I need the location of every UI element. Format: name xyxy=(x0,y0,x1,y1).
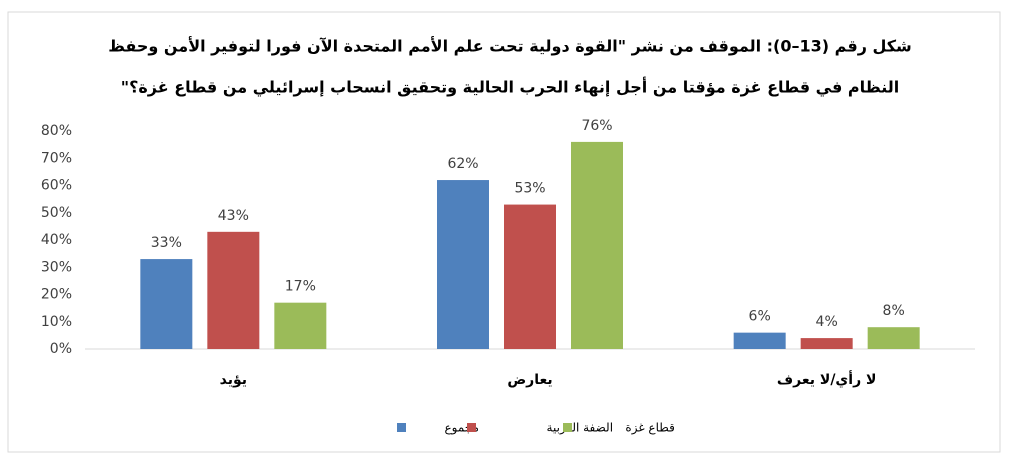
y-tick-label: 30% xyxy=(41,259,72,275)
y-tick-label: 50% xyxy=(41,205,72,221)
value-label: 17% xyxy=(285,279,316,295)
value-label: 62% xyxy=(447,156,478,172)
bar xyxy=(867,327,920,349)
bar xyxy=(800,338,853,349)
chart-title: النظام في قطاع غزة مؤقتا من أجل إنهاء ال… xyxy=(121,77,900,98)
legend-swatch xyxy=(467,423,476,432)
value-label: 8% xyxy=(883,303,905,319)
bar xyxy=(504,204,556,349)
x-tick-label: يعارض xyxy=(507,372,552,388)
legend-label: قطاع غزة xyxy=(625,421,674,436)
legend-label: الضفة الغربية xyxy=(547,421,614,436)
value-label: 33% xyxy=(151,235,182,251)
bar xyxy=(733,332,786,349)
value-label: 6% xyxy=(749,309,771,325)
x-tick-label: لا رأي/لا يعرف xyxy=(777,370,877,389)
chart-title: شكل رقم (13–0): الموقف من نشر "القوة دول… xyxy=(108,37,912,56)
bar xyxy=(571,141,623,349)
bar xyxy=(140,259,193,349)
bar xyxy=(274,302,327,349)
value-label: 43% xyxy=(218,208,249,224)
legend-swatch xyxy=(397,423,406,432)
y-tick-label: 40% xyxy=(41,232,72,248)
y-tick-label: 80% xyxy=(41,123,72,139)
y-tick-label: 0% xyxy=(50,341,72,357)
y-tick-label: 60% xyxy=(41,178,72,194)
y-tick-label: 10% xyxy=(41,314,72,330)
legend-swatch xyxy=(563,423,572,432)
bar xyxy=(437,180,489,349)
y-tick-label: 20% xyxy=(41,287,72,303)
y-tick-label: 70% xyxy=(41,150,72,166)
value-label: 4% xyxy=(816,314,838,330)
value-label: 76% xyxy=(581,118,612,134)
value-label: 53% xyxy=(514,181,545,197)
bar xyxy=(207,231,260,349)
x-tick-label: يؤيد xyxy=(220,372,247,388)
